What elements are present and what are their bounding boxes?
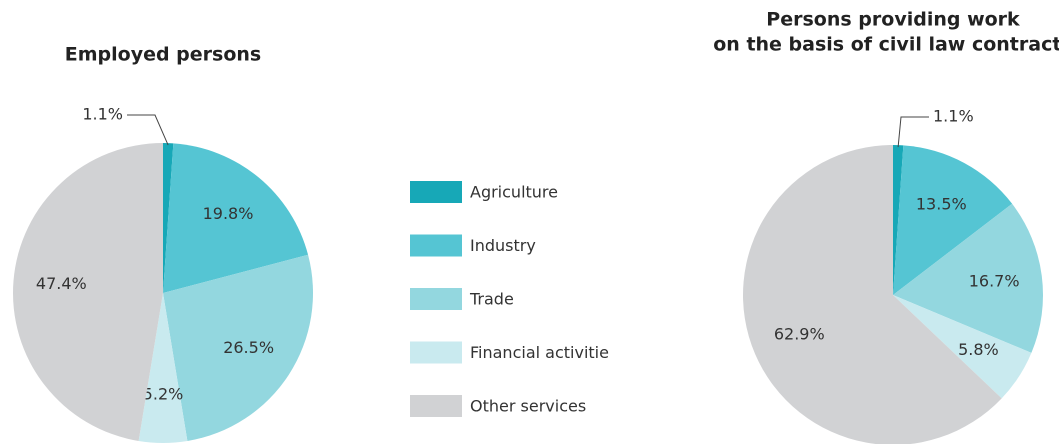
pie-slice bbox=[743, 145, 1002, 446]
pie-slice bbox=[163, 254, 314, 442]
pie-slice bbox=[12, 143, 163, 442]
pie-slice bbox=[893, 145, 1013, 295]
pie-slice bbox=[893, 145, 904, 295]
legend-label: Trade bbox=[469, 290, 514, 309]
callout-line bbox=[897, 116, 929, 148]
legend-swatch bbox=[410, 288, 462, 310]
legend-label: Financial activitie bbox=[470, 343, 609, 362]
legend-label: Industry bbox=[470, 236, 536, 255]
pie-slice bbox=[163, 143, 309, 293]
data-label: 5.8% bbox=[958, 340, 999, 359]
legend-swatch bbox=[410, 341, 462, 364]
data-label: 16.7% bbox=[969, 271, 1020, 290]
data-label: 62.9% bbox=[774, 325, 825, 344]
pie-slice bbox=[163, 143, 174, 293]
data-label: 26.5% bbox=[223, 338, 274, 357]
data-label: 19.8% bbox=[203, 204, 254, 223]
chart-title: Employed persons bbox=[65, 44, 262, 66]
legend-swatch bbox=[410, 181, 462, 203]
data-label: 1.1% bbox=[933, 107, 974, 126]
pie-slice bbox=[893, 203, 1043, 353]
pie-slice bbox=[138, 293, 188, 444]
data-label: 5.2% bbox=[143, 385, 184, 404]
chart-title: on the basis of civil law contracts bbox=[713, 34, 1059, 56]
chart-title: Persons providing work bbox=[766, 9, 1020, 31]
legend-label: Other services bbox=[470, 397, 586, 416]
legend-swatch bbox=[410, 234, 462, 257]
pie-slice bbox=[893, 295, 1032, 399]
legend-label: Agriculture bbox=[470, 183, 558, 202]
legend-swatch bbox=[410, 395, 462, 417]
callout-line bbox=[127, 114, 169, 146]
data-label: 1.1% bbox=[82, 105, 123, 124]
data-label: 13.5% bbox=[916, 195, 967, 214]
data-label: 47.4% bbox=[36, 274, 87, 293]
